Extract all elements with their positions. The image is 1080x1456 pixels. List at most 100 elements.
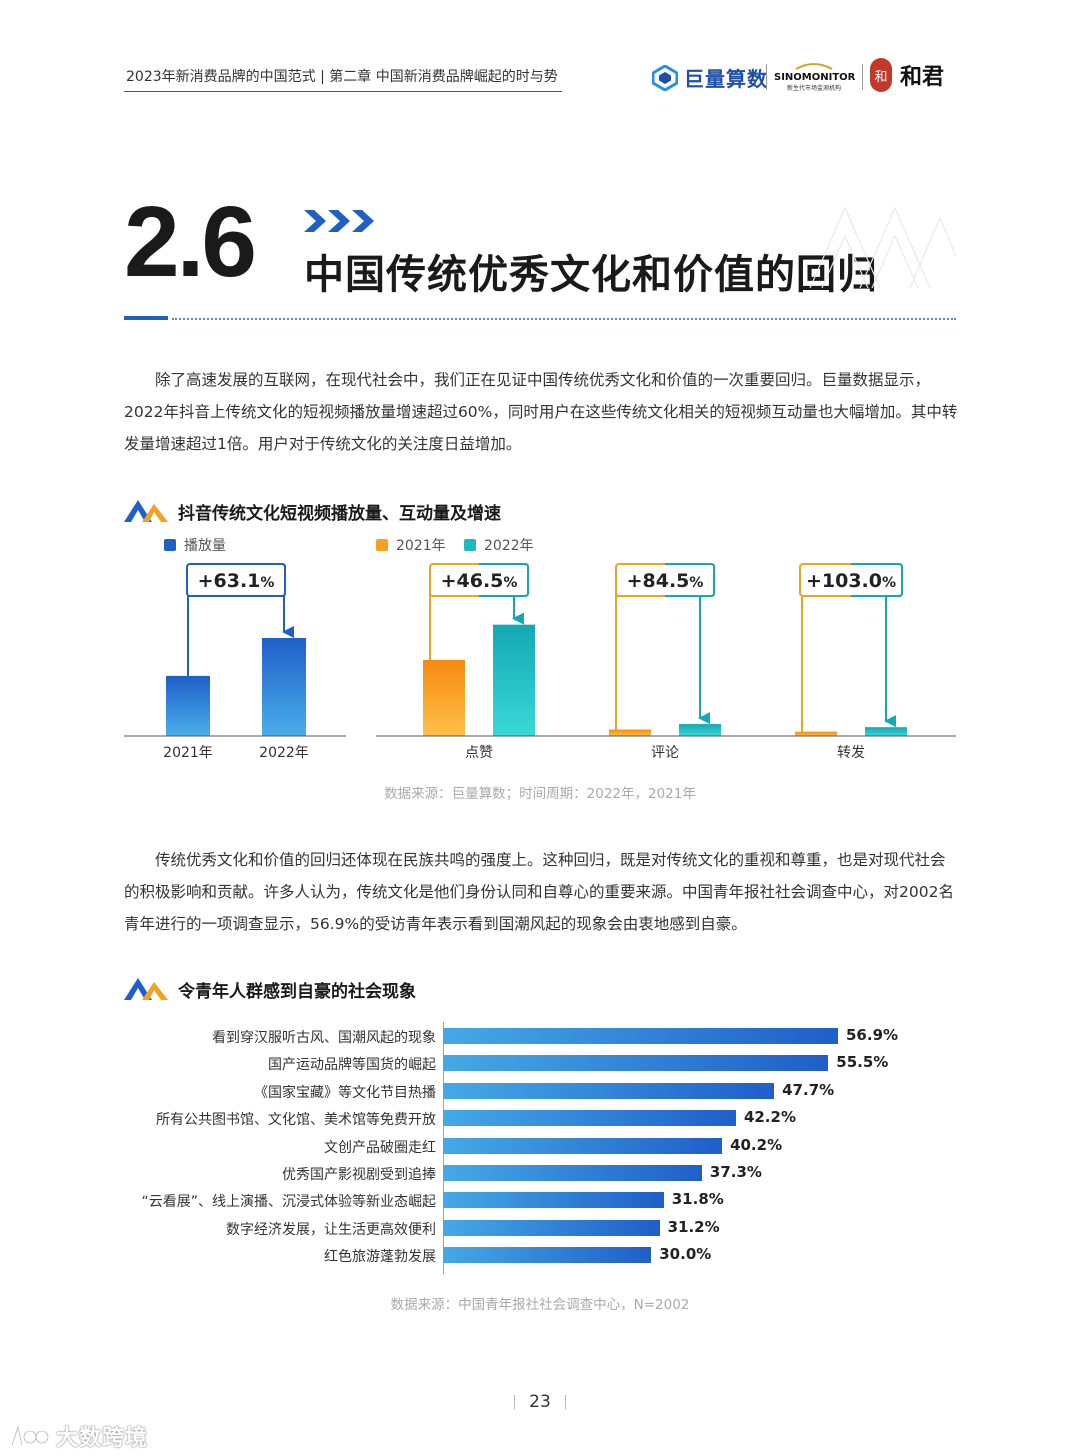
page-number-text: 23 bbox=[529, 1392, 551, 1412]
legend-swatch-2021 bbox=[376, 539, 388, 551]
hbar-row: 看到穿汉服听古风、国潮风起的现象 56.9% bbox=[0, 1025, 1080, 1047]
growth-callout-转发-box-right bbox=[851, 563, 903, 597]
sinomonitor-logo-subtext: 新生代市场监测机构 bbox=[786, 85, 841, 92]
legend-label-play: 播放量 bbox=[184, 538, 226, 554]
juliang-logo-icon bbox=[652, 64, 678, 91]
hbar-category-label: 《国家宝藏》等文化节目热播 bbox=[254, 1084, 436, 1101]
chevrons-icon bbox=[304, 210, 374, 232]
hbar-value-label: 56.9% bbox=[846, 1026, 899, 1044]
body-paragraph-2: 传统优秀文化和价值的回归还体现在民族共鸣的强度上。这种回归，既是对传统文化的重视… bbox=[124, 851, 954, 933]
page-number-divider-right bbox=[564, 1395, 566, 1409]
hejun-seal-icon: 和 bbox=[870, 58, 892, 92]
title-dotted-rule bbox=[172, 318, 956, 320]
bar-play-2022年 bbox=[262, 638, 306, 736]
sinomonitor-logo-text: SINOMONITOR bbox=[774, 72, 856, 83]
watermark-text: 大数跨境 bbox=[56, 1426, 149, 1451]
growth-callout-点赞-label: +46.5% bbox=[441, 570, 518, 592]
legend-label-2022: 2022年 bbox=[484, 538, 534, 554]
hbar-row: 国产运动品牌等国货的崛起 55.5% bbox=[0, 1052, 1080, 1074]
hbar-category-label: 国产运动品牌等国货的崛起 bbox=[268, 1057, 436, 1074]
hbar-value-label: 55.5% bbox=[836, 1053, 889, 1072]
hbar-row: 优秀国产影视剧受到追捧 37.3% bbox=[0, 1162, 1080, 1184]
header-rule bbox=[124, 91, 562, 92]
hbar-bar bbox=[443, 1219, 660, 1236]
header-logos: 巨量算数 SINOMONITOR 新生代市场监测机构 和 和君 bbox=[652, 58, 958, 98]
chart1-title: 抖音传统文化短视频播放量、互动量及增速 bbox=[178, 503, 501, 524]
chart2-heading: 令青年人群感到自豪的社会现象 bbox=[124, 976, 416, 1002]
bar-2021-评论 bbox=[609, 729, 651, 736]
chart-heading-icon bbox=[124, 500, 168, 522]
legend-label-2021: 2021年 bbox=[396, 538, 446, 554]
hbar-bar bbox=[443, 1192, 664, 1209]
sinomonitor-arc-icon bbox=[795, 63, 833, 70]
juliang-logo: 巨量算数 bbox=[652, 63, 768, 92]
sinomonitor-logo: SINOMONITOR 新生代市场监测机构 bbox=[774, 62, 856, 94]
hbar-bar bbox=[443, 1028, 838, 1044]
chart1-heading: 抖音传统文化短视频播放量、互动量及增速 bbox=[124, 498, 501, 524]
growth-callout-play-label: +63.1% bbox=[198, 570, 275, 592]
bar-2021-转发 bbox=[795, 731, 837, 736]
hbar-value-label: 40.2% bbox=[730, 1135, 783, 1154]
page-number-divider-left bbox=[514, 1395, 516, 1409]
hbar-category-label: 红色旅游蓬勃发展 bbox=[324, 1249, 436, 1266]
hbar-bar bbox=[443, 1082, 775, 1099]
watermark-logo-icon bbox=[10, 1423, 50, 1446]
hbar-row: 所有公共图书馆、文化馆、美术馆等免费开放 42.2% bbox=[0, 1107, 1080, 1129]
hbar-category-label: 文创产品破圈走红 bbox=[324, 1139, 436, 1156]
hbar-bar bbox=[443, 1055, 829, 1072]
bar-play-2021年 bbox=[166, 675, 210, 736]
tick-label-0: 2021年 bbox=[163, 745, 213, 761]
hbar-row: “云看展”、线上演播、沉浸式体验等新业态崛起 31.8% bbox=[0, 1189, 1080, 1211]
legend-2022: 2022年 bbox=[464, 535, 534, 555]
hbar-value-label: 47.7% bbox=[782, 1080, 835, 1099]
bar-2022-转发 bbox=[865, 727, 907, 736]
bar-2022-评论 bbox=[679, 724, 721, 736]
hbar-category-label: 优秀国产影视剧受到追捧 bbox=[282, 1167, 436, 1183]
decorative-lines-icon bbox=[809, 206, 956, 288]
chart1-tick-labels: 2021年 2022年 点赞 评论 转发 bbox=[163, 745, 865, 761]
growth-callout-评论-box-right bbox=[665, 563, 715, 597]
growth-callout-评论-label: +84.5% bbox=[627, 570, 704, 592]
section-title: 中国传统优秀文化和价值的回归 bbox=[304, 252, 878, 298]
legend-play: 播放量 bbox=[164, 535, 226, 555]
hbar-bar bbox=[443, 1137, 723, 1154]
growth-callout-play-box-right bbox=[236, 563, 286, 597]
tick-label-转发: 转发 bbox=[837, 745, 865, 761]
hejun-logo: 和 和君 bbox=[870, 58, 944, 92]
chart2-source: 数据来源：中国青年报社社会调查中心，N=2002 bbox=[390, 1297, 690, 1313]
watermark: 大数跨境 bbox=[8, 1420, 148, 1452]
hbar-bar bbox=[443, 1247, 652, 1264]
page-number: 23 bbox=[0, 1392, 1080, 1412]
hbar-value-label: 42.2% bbox=[743, 1108, 796, 1127]
tick-label-1: 2022年 bbox=[259, 745, 309, 761]
chart-heading-icon bbox=[124, 978, 168, 1000]
logo-divider bbox=[766, 64, 767, 90]
chart1-bars: +63.1% +46.5% +84.5% +103.0% bbox=[166, 563, 907, 736]
juliang-logo-text: 巨量算数 bbox=[684, 67, 768, 91]
hbar-value-label: 37.3% bbox=[709, 1163, 762, 1181]
running-header: 2023年新消费品牌的中国范式 | 第二章 中国新消费品牌崛起的时与势 bbox=[126, 69, 558, 85]
hbar-category-label: 所有公共图书馆、文化馆、美术馆等免费开放 bbox=[156, 1112, 436, 1129]
hbar-category-label: 数字经济发展，让生活更高效便利 bbox=[226, 1221, 436, 1238]
hbar-value-label: 30.0% bbox=[659, 1245, 712, 1264]
hbar-row: 红色旅游蓬勃发展 30.0% bbox=[0, 1244, 1080, 1266]
bar-2021-点赞 bbox=[423, 660, 465, 736]
body-paragraph-1: 除了高速发展的互联网，在现代社会中，我们正在见证中国传统优秀文化和价值的一次重要… bbox=[124, 371, 958, 453]
hbar-row: 数字经济发展，让生活更高效便利 31.2% bbox=[0, 1217, 1080, 1239]
hbar-category-label: 看到穿汉服听古风、国潮风起的现象 bbox=[212, 1030, 436, 1046]
legend-2021: 2021年 bbox=[376, 535, 446, 555]
chart2-title: 令青年人群感到自豪的社会现象 bbox=[178, 981, 416, 1002]
hbar-bar bbox=[443, 1165, 702, 1181]
hbar-value-label: 31.2% bbox=[667, 1217, 720, 1236]
hbar-bar bbox=[443, 1110, 736, 1127]
chart1-svg: +63.1% +46.5% +84.5% +103.0% 2021年 2022年 点赞 评论… bbox=[124, 563, 956, 761]
tick-label-点赞: 点赞 bbox=[465, 745, 493, 761]
title-underline bbox=[124, 316, 168, 320]
tick-label-评论: 评论 bbox=[651, 745, 679, 761]
logo-divider bbox=[862, 64, 863, 90]
section-number: 2.6 bbox=[124, 186, 257, 298]
growth-callout-转发-label: +103.0% bbox=[806, 570, 896, 592]
hbar-row: 《国家宝藏》等文化节目热播 47.7% bbox=[0, 1080, 1080, 1102]
chart1-source: 数据来源：巨量算数；时间周期：2022年，2021年 bbox=[384, 786, 696, 802]
legend-swatch-2022 bbox=[464, 539, 476, 551]
